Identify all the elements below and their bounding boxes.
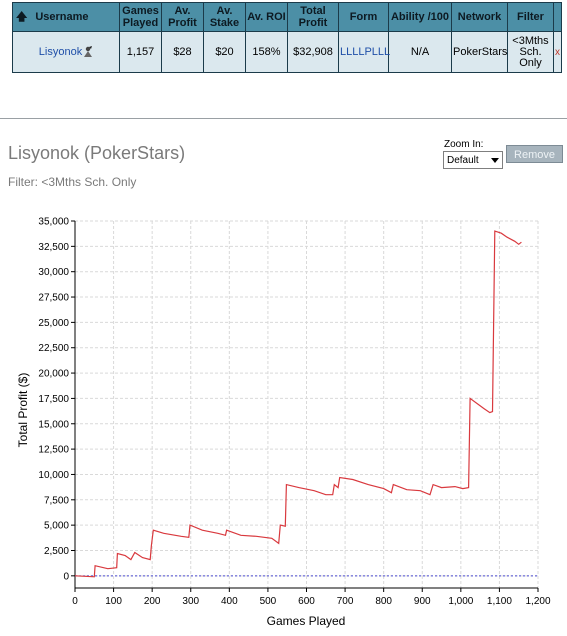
x-axis-title: Games Played	[267, 614, 346, 628]
page-title: Lisyonok (PokerStars)	[8, 143, 186, 163]
zoom-label: Zoom In:	[444, 139, 484, 150]
games-played-header[interactable]: Games Played	[119, 2, 162, 32]
y-tick-label: 25,000	[38, 318, 69, 329]
y-tick-label: 27,500	[38, 293, 69, 304]
x-tick-label: 0	[72, 596, 78, 607]
profit-series-line	[74, 230, 522, 578]
y-tick-label: 7,500	[44, 495, 69, 506]
y-axis-title: Total Profit ($)	[16, 373, 30, 448]
remove-row-icon[interactable]: x	[555, 46, 560, 58]
y-tick-label: 10,000	[38, 470, 69, 481]
y-tick-label: 12,500	[38, 445, 69, 456]
remove-button[interactable]: Remove	[506, 145, 563, 163]
chevron-down-icon	[491, 158, 499, 163]
profit-chart: 0 100 200 300 400 500 600 700 800 900 1,000 1,100 1,…	[16, 217, 551, 629]
ability-header[interactable]: Ability /100	[388, 2, 452, 32]
zoom-select[interactable]: Default	[443, 151, 503, 169]
network-cell: PokerStars	[451, 31, 508, 73]
av-profit-header[interactable]: Av. Profit	[161, 2, 204, 32]
y-tick-label: 2,500	[44, 546, 69, 557]
y-tick-label: 5,000	[44, 521, 69, 532]
y-tick-label: 15,000	[38, 419, 69, 430]
network-header[interactable]: Network	[451, 2, 508, 32]
username-link[interactable]: Lisyonok	[38, 45, 83, 58]
ability-cell: N/A	[388, 31, 452, 73]
chart-grid	[74, 220, 539, 588]
y-tick-label: 35,000	[38, 217, 69, 228]
games-played-cell: 1,157	[119, 31, 162, 73]
section-divider	[0, 118, 567, 119]
form-header[interactable]: Form	[338, 2, 389, 32]
zoom-select-value: Default	[447, 155, 479, 166]
x-tick-label: 200	[144, 596, 161, 607]
y-tick-label: 0	[63, 571, 69, 582]
x-tick-label: 100	[105, 596, 122, 607]
username-header[interactable]: 🡅 Username	[12, 2, 120, 32]
y-tick-label: 30,000	[38, 267, 69, 278]
player-stats-table: 🡅 Username Games Played Av. Profit Av. St…	[12, 2, 562, 73]
y-tick-label: 22,500	[38, 343, 69, 354]
av-roi-cell: 158%	[245, 31, 288, 73]
x-tick-label: 800	[375, 596, 392, 607]
av-stake-cell: $20	[203, 31, 246, 73]
y-tick-label: 32,500	[38, 242, 69, 253]
filter-cell: <3Mths Sch. Only	[507, 31, 554, 73]
total-profit-header[interactable]: Total Profit	[287, 2, 339, 32]
x-tick-label: 700	[337, 596, 354, 607]
blank-header	[553, 2, 562, 32]
chart-axes: 0 100 200 300 400 500 600 700 800 900 1,000 1,100 1,…	[38, 217, 551, 608]
x-tick-label: 600	[298, 596, 315, 607]
filter-header[interactable]: Filter	[507, 2, 554, 32]
player-icon	[84, 46, 93, 57]
x-tick-label: 1,000	[448, 596, 473, 607]
total-profit-cell: $32,908	[287, 31, 339, 73]
filter-label: Filter: <3Mths Sch. Only	[8, 175, 137, 189]
chart-series	[74, 230, 538, 578]
av-stake-header[interactable]: Av. Stake	[203, 2, 246, 32]
username-cell: Lisyonok	[12, 31, 120, 73]
x-tick-label: 300	[182, 596, 199, 607]
x-tick-label: 900	[414, 596, 431, 607]
av-profit-cell: $28	[161, 31, 204, 73]
y-tick-label: 20,000	[38, 369, 69, 380]
av-roi-header[interactable]: Av. ROI	[245, 2, 288, 32]
sort-up-arrow-icon[interactable]: 🡅	[16, 11, 28, 23]
x-tick-label: 1,100	[487, 596, 512, 607]
table-header-row: 🡅 Username Games Played Av. Profit Av. St…	[12, 2, 562, 32]
remove-cell: x	[553, 31, 562, 73]
form-cell: LLLLPLLL	[338, 31, 391, 73]
x-tick-label: 1,200	[525, 596, 550, 607]
x-tick-label: 500	[260, 596, 277, 607]
form-link[interactable]: LLLLPLLL	[340, 45, 391, 58]
table-row: Lisyonok 1,157 $28 $20 158% $32,908 LLLL…	[12, 31, 562, 73]
x-tick-label: 400	[221, 596, 238, 607]
y-tick-label: 17,500	[38, 394, 69, 405]
